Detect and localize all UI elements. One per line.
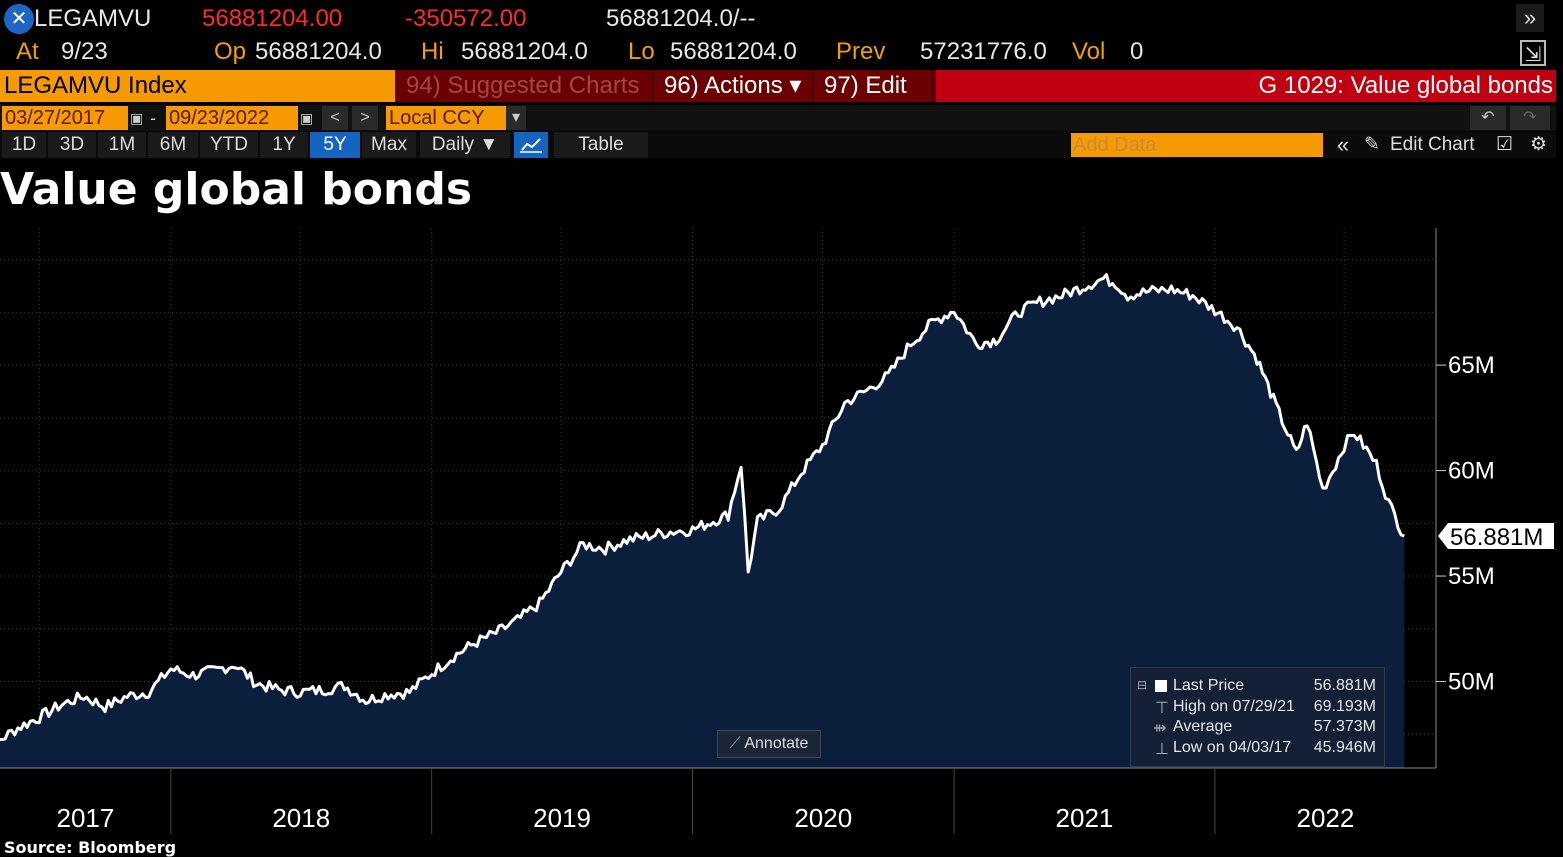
prev-label: Prev xyxy=(836,38,886,65)
ticker: LEGAMVU xyxy=(34,5,152,32)
next-period-button[interactable]: > xyxy=(352,106,378,130)
legend-last-label: Last Price xyxy=(1173,677,1245,694)
pencil-icon: ⟋ xyxy=(729,735,741,752)
vol-value: 0 xyxy=(1130,38,1144,65)
legend-high-label: High on 07/29/21 xyxy=(1173,698,1295,715)
legend-low-value: 45.946M xyxy=(1313,739,1376,756)
lo-value: 56881204.0 xyxy=(670,38,797,65)
suggested-charts-button[interactable]: 94) Suggested Charts xyxy=(398,70,654,102)
calendar-icon[interactable]: ▣ xyxy=(130,110,144,126)
x-tick-label: 2019 xyxy=(533,803,591,833)
at-date: 9/23 xyxy=(61,38,108,65)
frequency-select[interactable]: Daily ▼ xyxy=(420,132,510,158)
bid-ask: 56881204.0/-- xyxy=(606,5,756,32)
collapse-icon[interactable]: ⊟ xyxy=(1137,678,1148,692)
last-value: 56881204.00 xyxy=(202,5,343,32)
hi-value: 56881204.0 xyxy=(461,38,588,65)
x-tick-label: 2018 xyxy=(272,803,330,833)
series-swatch xyxy=(1155,680,1167,692)
line-chart-icon[interactable] xyxy=(514,132,548,158)
start-date-field[interactable]: 03/27/2017 xyxy=(2,106,128,130)
legend-average-value: 57.373M xyxy=(1313,718,1376,735)
collapse-icon[interactable]: « xyxy=(1336,132,1350,157)
op-value: 56881204.0 xyxy=(255,38,382,65)
lo-label: Lo xyxy=(628,38,655,65)
legend-high-value: 69.193M xyxy=(1313,698,1376,715)
period-button-1m[interactable]: 1M xyxy=(98,132,146,158)
add-data-input[interactable]: Add Data xyxy=(1071,133,1323,157)
calendar-icon[interactable]: ▣ xyxy=(300,110,314,126)
popout-icon[interactable]: ⇲ xyxy=(1520,40,1546,66)
period-button-ytd[interactable]: YTD xyxy=(200,132,258,158)
close-icon[interactable]: ✕ xyxy=(4,4,34,34)
chart-title: Value global bonds xyxy=(0,164,473,215)
area-fill xyxy=(0,274,1405,768)
undo-icon[interactable]: ↶ xyxy=(1470,106,1506,130)
prev-period-button[interactable]: < xyxy=(322,106,348,130)
prev-value: 57231776.0 xyxy=(920,38,1047,65)
annotate-button[interactable]: ⟋ Annotate xyxy=(717,730,821,758)
period-button-3d[interactable]: 3D xyxy=(48,132,96,158)
x-tick-label: 2020 xyxy=(794,803,852,833)
x-tick-label: 2021 xyxy=(1056,803,1114,833)
y-tick-label: 55M xyxy=(1448,563,1495,590)
pencil-icon[interactable]: ✎ xyxy=(1364,134,1380,155)
last-value-label: 56.881M xyxy=(1450,524,1543,551)
x-tick-label: 2017 xyxy=(56,803,114,833)
y-tick-label: 50M xyxy=(1448,669,1495,696)
series-line xyxy=(0,273,1405,741)
y-tick-label: 65M xyxy=(1448,352,1495,379)
legend-last-value: 56.881M xyxy=(1313,677,1376,694)
actions-menu[interactable]: 96) Actions ▾ xyxy=(656,70,814,102)
high-icon: ⊤ xyxy=(1155,700,1169,717)
x-tick-label: 2022 xyxy=(1297,803,1355,833)
y-tick-label: 60M xyxy=(1448,458,1495,485)
legend-low-label: Low on 04/03/17 xyxy=(1173,739,1292,756)
table-button[interactable]: Table xyxy=(554,132,648,158)
edit-icon[interactable]: ☑ xyxy=(1496,134,1514,155)
annotate-label: Annotate xyxy=(744,735,809,752)
source-label: Source: Bloomberg xyxy=(4,838,177,857)
period-button-1d[interactable]: 1D xyxy=(2,132,46,158)
at-label: At xyxy=(16,38,39,65)
legend-average-label: Average xyxy=(1173,718,1233,735)
gear-icon[interactable]: ⚙ xyxy=(1530,134,1548,155)
vol-label: Vol xyxy=(1072,38,1106,65)
graph-title: G 1029: Value global bonds xyxy=(1258,72,1553,99)
period-button-5y[interactable]: 5Y xyxy=(310,132,360,158)
date-separator: - xyxy=(150,108,156,128)
low-icon: ⊥ xyxy=(1155,741,1169,758)
op-label: Op xyxy=(214,38,247,65)
index-name[interactable]: LEGAMVU Index xyxy=(0,70,395,102)
period-button-1y[interactable]: 1Y xyxy=(260,132,308,158)
hi-label: Hi xyxy=(421,38,444,65)
redo-icon[interactable]: ↷ xyxy=(1510,106,1550,130)
legend-box: ⊟ Last Price 56.881M ⊤ High on 07/29/21 … xyxy=(1130,667,1385,767)
average-icon: ⇻ xyxy=(1153,720,1167,737)
expand-icon[interactable]: » xyxy=(1516,4,1544,32)
period-button-6m[interactable]: 6M xyxy=(148,132,198,158)
end-date-field[interactable]: 09/23/2022 xyxy=(166,106,298,130)
change-value: -350572.00 xyxy=(405,5,527,32)
last-value-tag xyxy=(1438,522,1554,549)
currency-select[interactable]: Local CCY xyxy=(386,106,506,130)
edit-chart-button[interactable]: Edit Chart xyxy=(1390,134,1475,155)
period-button-max[interactable]: Max xyxy=(362,132,416,158)
chevron-down-icon[interactable]: ▾ xyxy=(506,106,526,130)
title-strip xyxy=(936,70,1556,102)
